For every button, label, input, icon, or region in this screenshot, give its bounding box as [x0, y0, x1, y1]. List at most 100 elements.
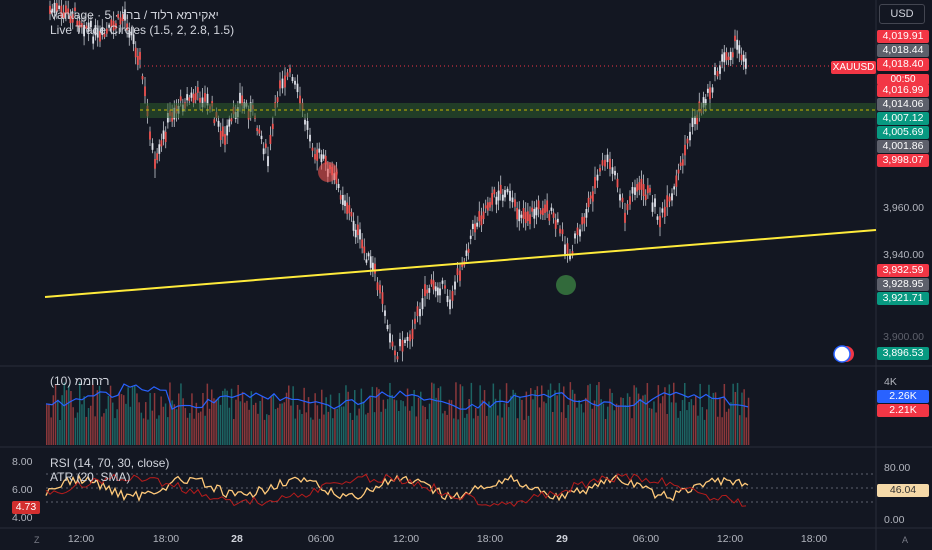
candle-body: [471, 223, 474, 230]
candle-body: [659, 215, 661, 228]
candle-body: [401, 340, 404, 352]
price-axis-tick: 3,940.00: [883, 249, 924, 261]
candle-body: [279, 80, 281, 89]
candle-body: [671, 193, 673, 201]
candle-body: [474, 223, 476, 233]
candle-body: [80, 23, 83, 28]
volume-bar: [717, 416, 719, 445]
volume-bar: [329, 394, 332, 445]
candle-body: [339, 195, 342, 200]
candle-body: [51, 8, 54, 13]
candle-body: [614, 170, 616, 176]
candle-body: [320, 154, 323, 163]
candle-body: [476, 222, 479, 227]
candle-body: [576, 227, 579, 236]
candle-body: [495, 196, 498, 205]
volume-bar: [226, 390, 228, 445]
volume-bar: [745, 417, 748, 445]
volume-bar: [57, 399, 59, 445]
volume-bar: [400, 400, 402, 445]
candle-body: [541, 208, 544, 216]
candle-body: [581, 217, 584, 225]
candle-body: [411, 328, 414, 340]
volume-bar: [461, 386, 464, 445]
volume-bar: [351, 419, 354, 445]
currency-button[interactable]: USD: [879, 4, 925, 24]
candle-body: [606, 154, 609, 163]
candle-body: [156, 153, 159, 160]
volume-bar: [433, 383, 435, 445]
rsi-label[interactable]: RSI (14, 70, 30, close): [50, 456, 170, 470]
indicator-title[interactable]: Live Trade Circles (1.5, 2, 2.8, 1.5): [50, 23, 235, 37]
candle-body: [130, 31, 133, 36]
volume-bar: [450, 400, 453, 445]
candle-body: [501, 194, 504, 201]
volume-bar: [602, 403, 605, 445]
volume-bar: [712, 392, 715, 445]
volume-bar: [237, 384, 239, 445]
volume-bar: [145, 402, 147, 445]
volume-bar: [186, 417, 189, 445]
volume-bar: [629, 396, 631, 445]
volume-bar: [736, 382, 739, 445]
candle-body: [424, 284, 426, 297]
timezone-icon[interactable]: Z: [34, 535, 40, 545]
candle-body: [721, 54, 724, 62]
volume-bar: [569, 382, 572, 445]
volume-bar: [631, 418, 633, 445]
candle-body: [729, 51, 732, 61]
volume-bar: [571, 389, 574, 445]
volume-bar: [675, 402, 677, 445]
volume-bar: [486, 415, 488, 445]
candle-body: [689, 131, 691, 141]
volume-bar: [635, 387, 638, 445]
volume-bar: [327, 411, 330, 445]
atr-label[interactable]: ATR (20, SMA): [50, 470, 131, 484]
candle-body: [616, 178, 619, 188]
candle-body: [414, 318, 416, 324]
candle-body: [359, 229, 361, 240]
volume-bar: [508, 407, 510, 445]
candle-body: [482, 211, 485, 220]
candle-body: [646, 185, 649, 194]
volume-bar: [556, 395, 558, 445]
volume-bar: [648, 408, 651, 445]
candle-body: [69, 15, 72, 24]
candle-body: [365, 259, 368, 263]
volume-bar: [54, 384, 57, 445]
candle-body: [556, 218, 559, 223]
volume-bar: [655, 412, 657, 445]
volume-bar: [690, 399, 693, 445]
symbol-title[interactable]: Vantage · 5 · יאקירמא רלוד / בהז: [50, 8, 219, 22]
rsi-axis-tick: 80.00: [884, 462, 911, 474]
volume-bar: [305, 412, 308, 445]
auto-scale-icon[interactable]: A: [902, 535, 909, 545]
volume-bar: [63, 382, 66, 445]
volume-bar: [257, 413, 259, 445]
volume-bar: [492, 383, 495, 445]
candle-body: [204, 93, 206, 102]
candle-body: [108, 24, 110, 28]
candle-body: [529, 214, 531, 224]
volume-bar: [116, 409, 118, 445]
time-axis-tick: 29: [556, 533, 568, 545]
volume-label[interactable]: רזחממ (10): [50, 374, 110, 388]
candle-body: [467, 248, 470, 253]
candle-body: [461, 262, 464, 267]
candle-body: [526, 211, 529, 222]
volume-bar: [505, 383, 508, 445]
candle-body: [484, 205, 487, 209]
candle-body: [731, 52, 734, 58]
time-axis-tick: 18:00: [800, 533, 828, 545]
candle-body: [396, 356, 399, 360]
price-axis-tick: 3,960.00: [883, 202, 924, 214]
volume-bar: [299, 409, 301, 445]
candle-body: [636, 184, 639, 192]
volume-bar: [206, 383, 209, 445]
volume-bar: [699, 383, 701, 445]
candle-body: [337, 183, 340, 189]
candle-body: [55, 3, 58, 13]
candle-body: [454, 281, 456, 290]
